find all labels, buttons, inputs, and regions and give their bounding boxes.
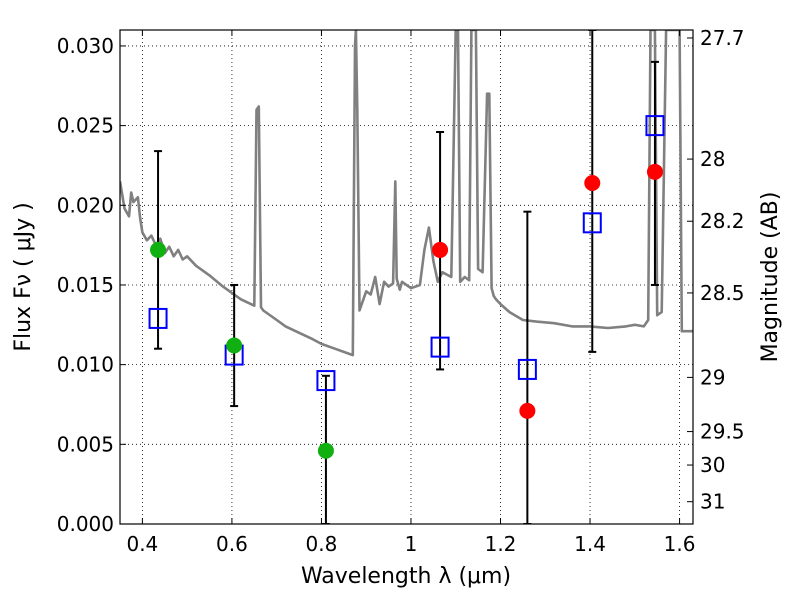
y2-tick-label: 31	[700, 490, 725, 514]
y2-tick-label: 28	[700, 147, 725, 171]
model-square-point	[582, 212, 602, 234]
spectrum-line	[120, 30, 693, 357]
y-tick-label: 0.020	[57, 193, 114, 217]
observed-circle-point	[317, 442, 334, 459]
grid	[120, 30, 693, 525]
observed-circle-point	[646, 163, 663, 180]
y-tick-label: 0.030	[57, 34, 114, 58]
x-tick-label: 0.4	[126, 532, 158, 556]
x-tick-label: 0.8	[306, 532, 338, 556]
y-tick-label: 0.015	[57, 273, 114, 297]
x-tick-label: 1.4	[574, 532, 606, 556]
plot-area	[120, 30, 693, 524]
x-tick-label: 1.6	[664, 532, 696, 556]
y2-tick-label: 29	[700, 365, 725, 389]
plot-frame	[119, 29, 694, 525]
observed-circle-point	[226, 337, 243, 354]
y2-tick-label: 28.2	[700, 209, 745, 233]
observed-circle-point	[519, 402, 536, 419]
y-tick-label: 0.000	[57, 512, 114, 536]
observed-circle-point	[150, 241, 167, 258]
x-tick-label: 1.2	[485, 532, 517, 556]
model-square-point	[430, 336, 450, 358]
y2-tick-label: 29.5	[700, 420, 745, 444]
y2-tick-label: 28.5	[700, 281, 745, 305]
y2-axis-label: Magnitude (AB)	[758, 192, 783, 363]
model-square-point	[645, 115, 665, 137]
observed-circle-point	[432, 241, 449, 258]
model-square-point	[316, 370, 336, 392]
y2-tick-label: 27.7	[700, 26, 745, 50]
y-axis-label: Flux Fν ( μJy )	[11, 202, 36, 351]
model-square-point	[148, 307, 168, 329]
y2-tick-label: 30	[700, 453, 725, 477]
observed-circle-point	[584, 174, 601, 191]
x-tick-label: 0.6	[216, 532, 248, 556]
axes: 0.4 0.6 0.8 1 1.2 1.4 1.6 0.000 0.005 0.010 0.015 0…	[57, 26, 745, 556]
y-tick-label: 0.010	[57, 353, 114, 377]
y-tick-label: 0.005	[57, 432, 114, 456]
y-tick-label: 0.025	[57, 114, 114, 138]
x-tick-label: 1	[405, 532, 418, 556]
model-square-point	[517, 358, 537, 380]
x-axis-label: Wavelength λ (μm)	[301, 564, 511, 589]
